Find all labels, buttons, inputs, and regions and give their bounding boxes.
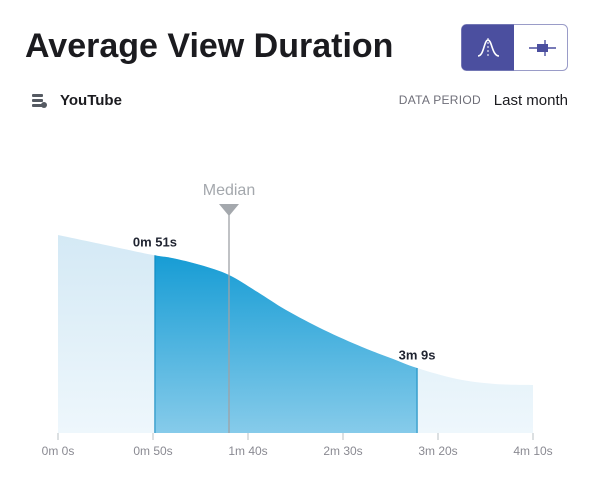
page-title: Average View Duration: [25, 27, 393, 65]
x-tick-label: 0m 50s: [133, 444, 172, 458]
icon-part: [32, 94, 43, 97]
source-icon: [32, 94, 47, 108]
highlight-area: [154, 255, 418, 433]
median-marker: [219, 204, 239, 216]
box-icon: [537, 44, 548, 52]
x-tick-label: 3m 20s: [418, 444, 457, 458]
chart-toggle[interactable]: [461, 24, 568, 71]
x-tick-label: 1m 40s: [228, 444, 267, 458]
icon-part: [32, 104, 43, 107]
toggle-box[interactable]: [529, 40, 556, 56]
period-value[interactable]: Last month: [494, 92, 568, 109]
period-label: DATA PERIOD: [399, 93, 481, 107]
icon-part: [41, 102, 47, 108]
median-label: Median: [203, 182, 255, 199]
x-tick-label: 0m 0s: [42, 444, 75, 458]
x-tick-label: 2m 30s: [323, 444, 362, 458]
highlight-label: 0m 51s: [133, 235, 177, 250]
x-tick-label: 4m 10s: [513, 444, 552, 458]
source-name: YouTube: [60, 92, 122, 109]
highlight-label: 3m 9s: [399, 347, 436, 362]
icon-part: [32, 99, 43, 102]
